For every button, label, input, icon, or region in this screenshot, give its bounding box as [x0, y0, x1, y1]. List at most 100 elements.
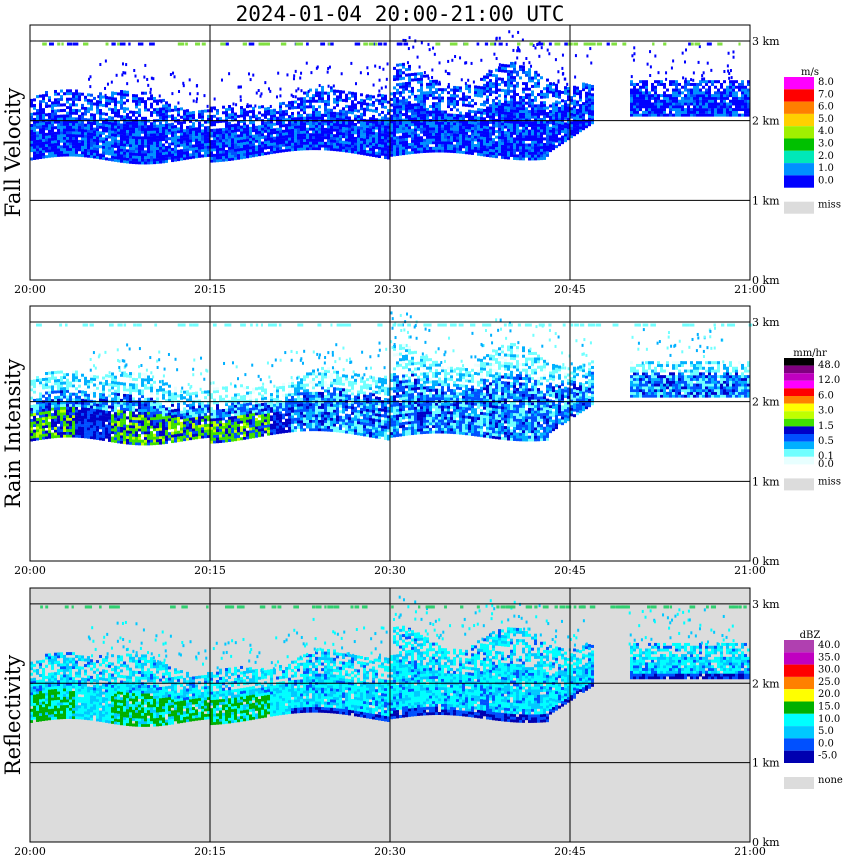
legend-swatch — [784, 456, 814, 465]
x-tick-label: 20:15 — [194, 845, 226, 858]
legend-label: 0.0 — [818, 459, 834, 470]
legend-swatch — [784, 101, 814, 114]
y-tick-label: 3 km — [752, 35, 780, 48]
echo-cells — [30, 311, 753, 446]
legend-swatch — [784, 403, 814, 412]
y-tick-label: 3 km — [752, 316, 780, 329]
legend-label: 12.0 — [818, 375, 840, 386]
legend-swatch — [784, 358, 814, 366]
legend-swatch — [784, 150, 814, 164]
legend-swatch — [784, 373, 814, 381]
legend-swatch — [784, 449, 814, 457]
y-tick-label: 1 km — [752, 757, 780, 770]
legend-label: 10.0 — [818, 714, 840, 725]
legend-label: 30.0 — [818, 665, 840, 676]
y-tick-label: 0 km — [752, 555, 780, 568]
legend-label-miss: miss — [818, 476, 841, 487]
legend-swatch — [784, 434, 814, 442]
y-tick-label: 2 km — [752, 396, 780, 409]
plot-frame — [29, 587, 751, 843]
legend-swatch — [784, 411, 814, 419]
legend-swatch — [784, 701, 814, 714]
legend-swatch — [784, 726, 814, 739]
legend-swatch — [784, 713, 814, 727]
legend-swatch — [784, 163, 814, 176]
plot-frame — [29, 305, 751, 562]
legend-swatch — [784, 426, 814, 434]
x-tick-label: 21:00 — [734, 283, 766, 296]
x-tick-label: 20:30 — [374, 564, 406, 577]
legend-label: 3.0 — [818, 406, 834, 417]
legend-unit: dBZ — [800, 630, 821, 641]
legend-label: 35.0 — [818, 652, 840, 663]
legend-swatch — [784, 396, 814, 404]
legend-swatch — [784, 126, 814, 139]
legend-label: 1.0 — [818, 163, 834, 174]
chart-title: 2024-01-04 20:00-21:00 UTC — [235, 2, 565, 26]
legend-label: 3.0 — [818, 139, 834, 150]
y-tick-label: 0 km — [752, 836, 780, 849]
y-tick-label: 1 km — [752, 194, 780, 207]
legend-swatch — [784, 418, 814, 427]
legend-label: 48.0 — [818, 360, 840, 371]
legend-label: 5.0 — [818, 114, 834, 125]
legend-unit: mm/hr — [793, 348, 827, 359]
legend-label: 0.0 — [818, 738, 834, 749]
y-tick-label: 3 km — [752, 598, 780, 611]
x-tick-label: 21:00 — [734, 564, 766, 577]
x-tick-label: 20:45 — [554, 564, 586, 577]
legend-label: 0.1 — [818, 451, 834, 462]
x-tick-label: 20:45 — [554, 283, 586, 296]
legend-label: 7.0 — [818, 89, 834, 100]
x-tick-label: 20:30 — [374, 845, 406, 858]
y-tick-label: 0 km — [752, 274, 780, 287]
legend-swatch — [784, 652, 814, 665]
legend-swatch — [784, 388, 814, 396]
legend-swatch — [784, 676, 814, 690]
legend-swatch-miss — [784, 478, 814, 491]
legend-label: 2.0 — [818, 151, 834, 162]
legend-swatch — [784, 689, 814, 702]
legend-swatch-miss — [784, 777, 814, 789]
legend-label: 1.5 — [818, 421, 834, 432]
legend-swatch — [784, 138, 814, 151]
legend-label: 6.0 — [818, 102, 834, 113]
x-tick-label: 21:00 — [734, 845, 766, 858]
legend-swatch — [784, 380, 814, 389]
y-axis-title: Fall Velocity — [1, 88, 25, 218]
y-axis-title: Rain Intensity — [1, 359, 25, 509]
x-tick-label: 20:00 — [14, 845, 46, 858]
legend-swatch — [784, 365, 814, 374]
y-tick-label: 2 km — [752, 677, 780, 690]
legend-label: 5.0 — [818, 726, 834, 737]
plot-frame — [29, 24, 751, 281]
legend-swatch — [784, 175, 814, 188]
legend-swatch — [784, 113, 814, 127]
legend-swatch — [784, 738, 814, 751]
legend-label: 25.0 — [818, 677, 840, 688]
x-tick-label: 20:30 — [374, 283, 406, 296]
legend-label: 8.0 — [818, 77, 834, 88]
legend-label: 0.0 — [818, 175, 834, 186]
echo-cells — [30, 595, 750, 727]
legend-swatch — [784, 664, 814, 677]
legend-swatch — [784, 750, 814, 763]
legend-unit: m/s — [801, 67, 819, 78]
x-tick-label: 20:45 — [554, 845, 586, 858]
legend-label: -5.0 — [818, 751, 837, 762]
y-axis-title: Reflectivity — [1, 655, 25, 776]
legend-label: 6.0 — [818, 390, 834, 401]
legend-swatch — [784, 441, 814, 450]
legend-label: 0.5 — [818, 436, 834, 447]
legend-swatch — [784, 89, 814, 102]
x-tick-label: 20:15 — [194, 283, 226, 296]
legend-swatch — [784, 77, 814, 90]
legend-label: 15.0 — [818, 702, 840, 713]
y-tick-label: 1 km — [752, 475, 780, 488]
y-tick-label: 2 km — [752, 115, 780, 128]
x-tick-label: 20:00 — [14, 283, 46, 296]
legend-swatch — [784, 640, 814, 653]
echo-cells — [30, 30, 750, 165]
legend-label: 40.0 — [818, 640, 840, 651]
